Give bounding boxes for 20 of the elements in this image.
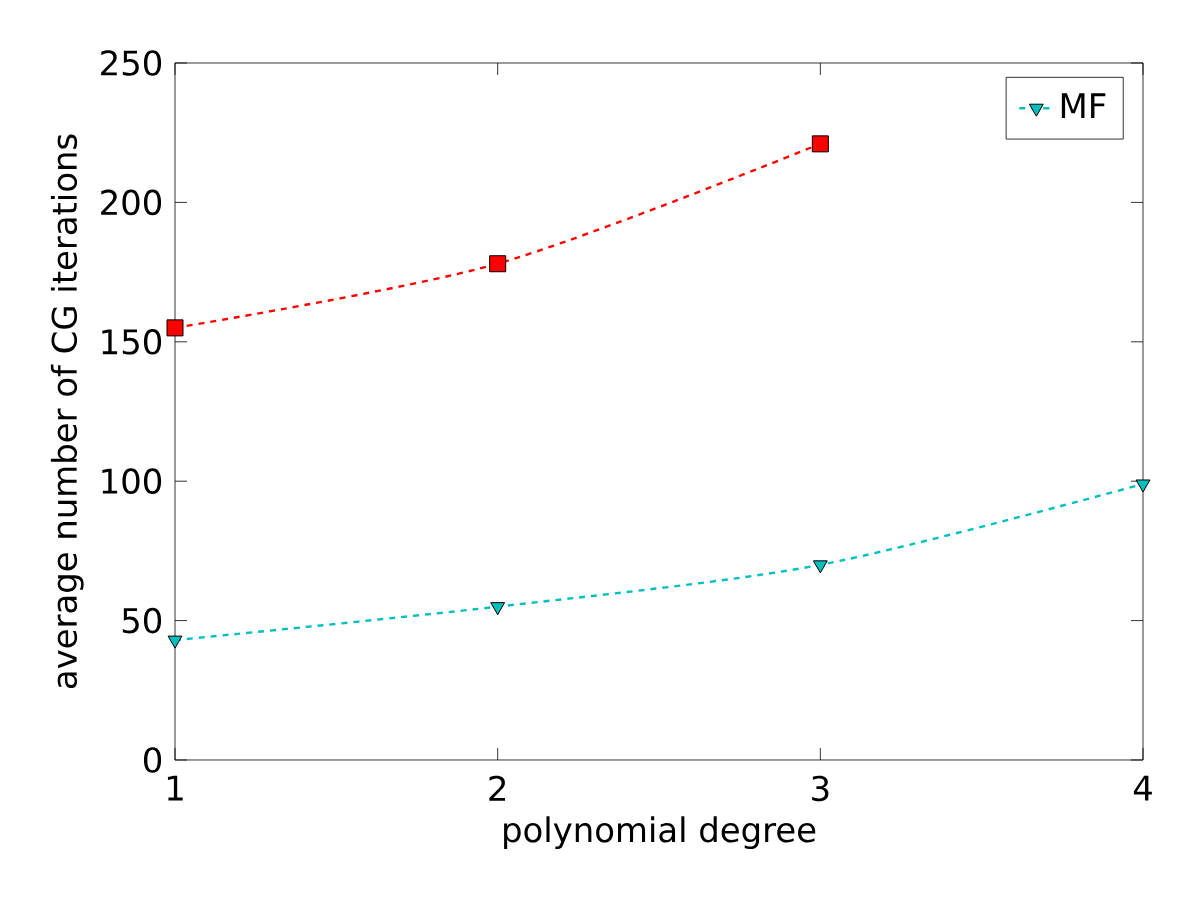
point	[490, 602, 506, 616]
point	[812, 560, 828, 574]
y-tick-label: 0	[143, 747, 162, 773]
legend-label: MF	[1061, 93, 1106, 119]
x-tick-label: 3	[812, 775, 829, 802]
x-tick-label: 4	[1133, 775, 1152, 801]
point	[489, 255, 507, 273]
x-tick-label: 2	[489, 775, 506, 801]
y-tick-label: 100	[102, 468, 162, 494]
point	[811, 135, 829, 153]
point	[1135, 479, 1151, 493]
y-tick-label: 50	[122, 607, 162, 634]
point	[166, 319, 184, 337]
y-tick-label: 250	[101, 50, 162, 76]
y-tick-label: 200	[101, 189, 162, 216]
x-axis-title: polynomial degree	[504, 816, 816, 850]
y-axis-title: average number of CG iterations	[50, 134, 84, 689]
point	[167, 635, 183, 649]
y-tick-label: 150	[102, 328, 162, 355]
x-tick-label: 1	[167, 775, 183, 801]
